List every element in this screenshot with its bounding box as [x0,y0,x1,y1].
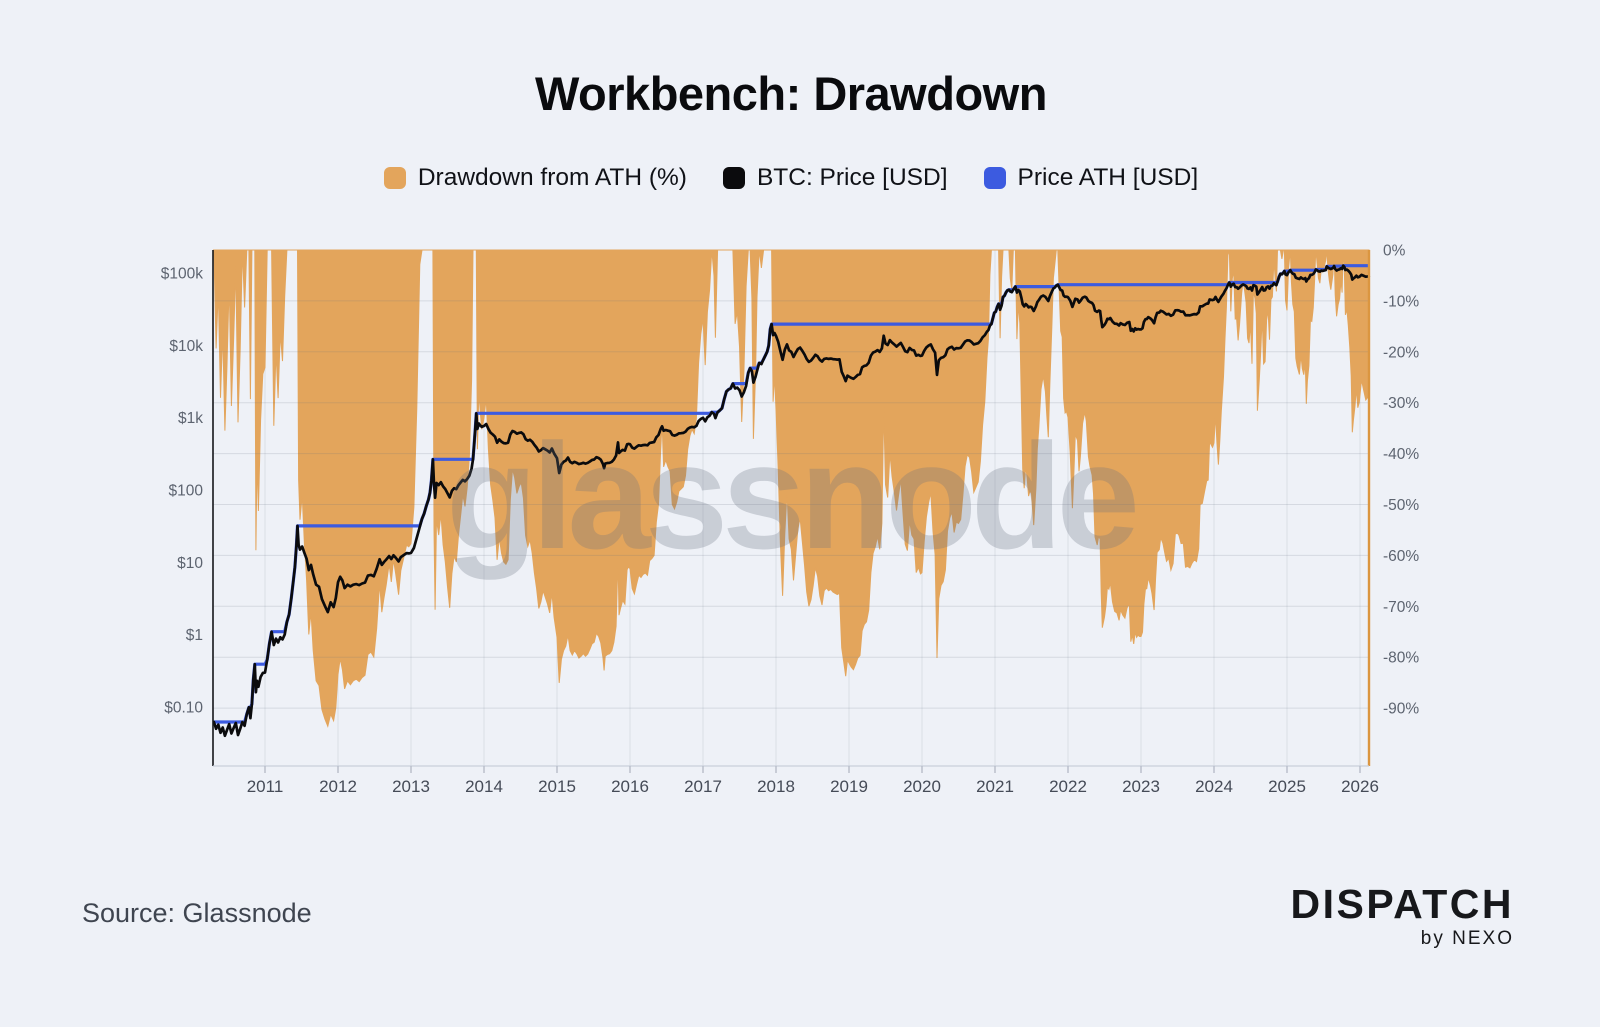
price-swatch-icon [722,167,745,189]
legend-item-price-ath[interactable]: Price ATH [USD] [983,164,1199,192]
price-axis-label: $10 [177,555,203,572]
dispatch-logo: DISPATCH by NEXO [1291,884,1514,950]
x-axis-label: 2011 [247,777,284,796]
drawdown-swatch-icon [383,167,406,189]
right-axis-labels: 0% -10% -20% -30% -40% -50% -60% -70% -80% -90% [1383,243,1419,718]
legend-label: BTC: Price [USD] [756,164,948,191]
x-axis-label: 2025 [1268,777,1306,796]
drawdown-axis-label: -10% [1383,293,1419,310]
percent-gridlines [213,300,1369,709]
x-axis-label: 2014 [465,777,503,796]
drawdown-axis-label: -40% [1383,446,1419,463]
drawdown-axis-label: -90% [1383,701,1419,718]
price-axis-label: $100k [161,266,203,283]
price-ath-line-series [213,264,1369,724]
x-axis-label: 2022 [1049,777,1087,796]
x-axis-label: 2016 [611,777,649,796]
x-axis-ticks [264,766,1361,773]
price-axis-label: $10k [169,338,203,355]
x-axis-label: 2019 [830,777,868,796]
drawdown-axis-label: -20% [1383,344,1419,361]
x-axis-labels: 2011 2012 2013 2014 2015 2016 2017 2018 2019 2020… [247,777,1379,796]
x-axis-label: 2018 [757,777,795,796]
price-axis-label: $100 [169,483,204,500]
price-axis-label: $1 [186,627,203,644]
x-axis-label: 2021 [976,777,1014,796]
legend-label: Price ATH [USD] [1017,164,1199,191]
price-axis-label: $0.10 [164,700,203,717]
drawdown-axis-label: -70% [1383,599,1419,616]
x-axis-label: 2013 [392,777,430,796]
x-axis-label: 2026 [1341,777,1379,796]
ath-swatch-icon [983,167,1006,189]
drawdown-axis-label: -80% [1383,650,1419,667]
x-axis-label: 2015 [538,777,576,796]
legend: Drawdown from ATH (%) BTC: Price [USD] P… [0,164,1582,192]
drawdown-axis-label: -30% [1383,395,1419,412]
drawdown-axis-label: 0% [1383,243,1406,260]
price-axis-label: $1k [178,410,203,427]
x-axis-label: 2012 [319,777,357,796]
page-title: Workbench: Drawdown [535,67,1047,120]
dispatch-wordmark: DISPATCH [1290,881,1514,927]
drawdown-axis-label: -60% [1383,548,1419,565]
left-axis-labels: $100k $10k $1k $100 $10 $1 $0.10 [161,266,204,717]
x-axis-label: 2024 [1195,777,1233,796]
drawdown-axis-label: -50% [1383,497,1419,514]
source-caption: Source: Glassnode [82,898,312,928]
legend-item-drawdown[interactable]: Drawdown from ATH (%) [383,164,687,192]
by-nexo-byline: by NEXO [1420,928,1514,949]
x-axis-label: 2017 [684,777,722,796]
legend-item-btc-price[interactable]: BTC: Price [USD] [722,164,948,192]
drawdown-area-series [213,249,1370,728]
legend-label: Drawdown from ATH (%) [417,164,687,191]
btc-price-line-series [212,264,1371,738]
x-axis-label: 2023 [1122,777,1160,796]
x-axis-label: 2020 [903,777,941,796]
